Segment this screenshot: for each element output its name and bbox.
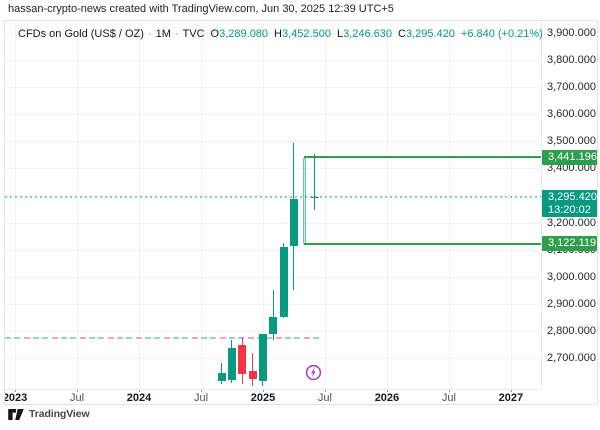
price-tick-label: 3,500.000 — [547, 135, 596, 148]
price-tick-label: 3,000.000 — [547, 270, 596, 283]
current-price-badge: 3,295.420 13:20:02 — [542, 189, 597, 217]
legend-symbol[interactable]: CFDs on Gold (US$ / OZ) — [18, 28, 144, 40]
time-tick-mark — [77, 389, 79, 392]
ray-price-badge: 3,122.119 — [542, 236, 597, 252]
candle-body — [227, 347, 236, 381]
grid-line-vertical — [262, 21, 264, 389]
time-tick-mark — [386, 389, 388, 392]
tradingview-logo-icon[interactable] — [8, 408, 24, 420]
time-tick-mark — [139, 389, 141, 392]
time-tick-mark — [448, 389, 450, 392]
horizontal-ray[interactable] — [304, 156, 541, 159]
tradingview-brand-text[interactable]: TradingView — [29, 408, 90, 420]
footer: TradingView — [8, 408, 90, 420]
candle-wick — [314, 154, 316, 210]
legend-close: C3,295.420 — [398, 28, 455, 40]
candle-body — [269, 317, 278, 334]
time-tick-label: 2024 — [126, 392, 152, 404]
legend-interval[interactable]: 1M — [155, 28, 171, 40]
candle-body — [258, 334, 267, 381]
candle-body — [310, 196, 319, 199]
time-tick-label: 2026 — [374, 392, 400, 404]
legend-separator: · — [147, 28, 152, 40]
price-tick-label: 2,800.000 — [547, 324, 596, 337]
time-tick-label: 2027 — [498, 392, 524, 404]
time-tick-mark — [510, 389, 512, 392]
legend-change: +6.840 (+0.21%) — [460, 28, 543, 40]
chart-legend: CFDs on Gold (US$ / OZ) · 1M · TVC O3,289.08… — [18, 28, 543, 40]
grid-line-vertical — [77, 21, 79, 389]
flash-marker-icon[interactable] — [305, 364, 322, 381]
legend-exchange[interactable]: TVC — [182, 28, 205, 40]
current-price-line — [5, 195, 541, 198]
legend-separator: · — [174, 28, 179, 40]
grid-line-horizontal — [5, 114, 541, 116]
candle-wick — [252, 352, 254, 387]
candle-body — [289, 199, 298, 247]
candle-body — [279, 246, 288, 317]
price-tick-label: 2,700.000 — [547, 351, 596, 364]
time-tick-mark — [201, 389, 202, 392]
price-tick-label: 3,900.000 — [547, 27, 596, 39]
price-tick-label: 3,800.000 — [547, 54, 596, 67]
price-tick-label: 3,600.000 — [547, 108, 596, 121]
grid-line-horizontal — [5, 276, 541, 278]
price-tick-label: 3,700.000 — [547, 81, 596, 94]
grid-line-vertical — [201, 21, 202, 389]
candle-body — [248, 370, 257, 380]
time-tick-mark — [262, 389, 264, 392]
time-tick-label: 2025 — [250, 392, 276, 404]
current-price-value: 3,295.420 — [548, 190, 597, 203]
attribution-text: hassan-crypto-news created with TradingV… — [8, 3, 394, 15]
time-tick-mark — [15, 389, 17, 392]
grid-line-horizontal — [5, 60, 541, 62]
time-tick-label: 2023 — [4, 392, 28, 404]
ray-price-badge: 3,441.196 — [542, 149, 597, 165]
candle-body — [217, 372, 226, 381]
grid-line-vertical — [324, 21, 326, 389]
time-tick-label: Jul — [317, 392, 332, 404]
time-axis-separator[interactable] — [5, 389, 541, 390]
legend-open: O3,289.080 — [210, 28, 269, 40]
horizontal-ray[interactable] — [304, 242, 541, 245]
grid-line-vertical — [386, 21, 388, 389]
candle-body — [238, 344, 247, 375]
grid-line-horizontal — [5, 357, 541, 359]
grid-line-horizontal — [5, 249, 541, 251]
grid-line-vertical — [15, 21, 17, 389]
grid-line-horizontal — [5, 33, 541, 34]
time-tick-label: Jul — [193, 392, 209, 404]
legend-high: H3,452.500 — [274, 28, 331, 40]
chart-widget[interactable]: CFDs on Gold (US$ / OZ) · 1M · TVC O3,289.08… — [4, 20, 598, 405]
grid-line-horizontal — [5, 87, 541, 89]
grid-line-vertical — [448, 21, 450, 389]
price-tick-label: 3,400.000 — [547, 162, 596, 175]
grid-line-horizontal — [5, 222, 541, 224]
legend-low: L3,246.630 — [336, 28, 392, 40]
current-price-countdown: 13:20:02 — [548, 203, 591, 216]
price-axis-separator[interactable] — [541, 21, 542, 389]
price-tick-label: 2,900.000 — [547, 297, 596, 310]
time-tick-label: Jul — [441, 392, 456, 404]
grid-line-vertical — [139, 21, 141, 389]
candle-range — [302, 158, 306, 245]
dashed-level-line — [5, 337, 320, 340]
time-tick-label: Jul — [70, 392, 85, 404]
grid-line-horizontal — [5, 168, 541, 170]
grid-line-horizontal — [5, 141, 541, 143]
grid-line-vertical — [510, 21, 512, 389]
price-tick-label: 3,200.000 — [547, 216, 596, 229]
candle-wick — [272, 290, 274, 341]
time-tick-mark — [324, 389, 326, 392]
